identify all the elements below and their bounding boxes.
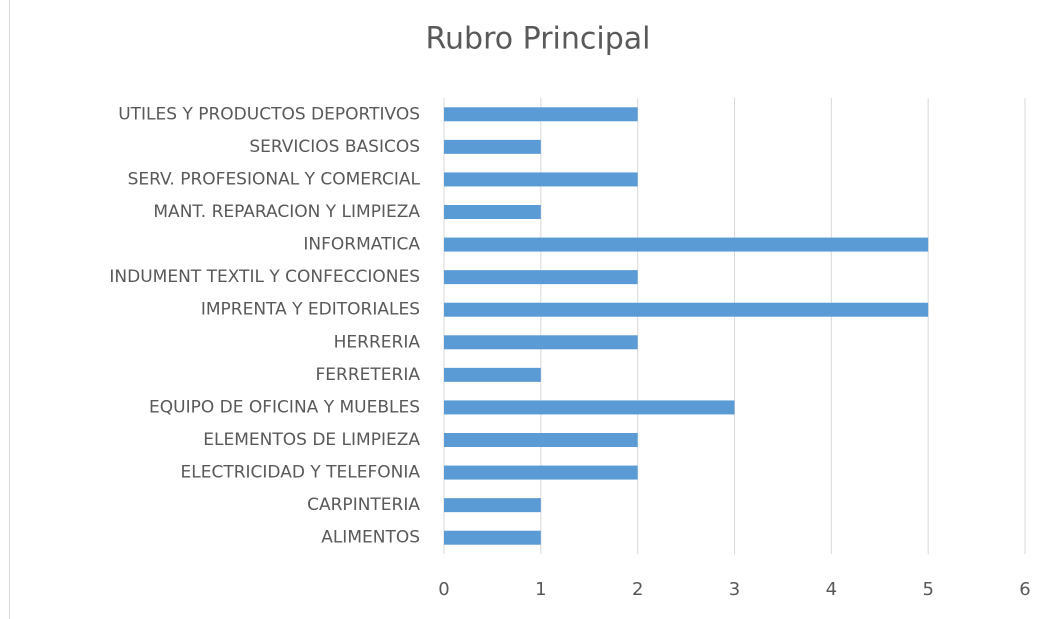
bar bbox=[444, 433, 638, 447]
chart-title: Rubro Principal bbox=[426, 22, 651, 57]
y-tick-label: EQUIPO DE OFICINA Y MUEBLES bbox=[149, 397, 420, 417]
x-tick-label: 6 bbox=[1019, 579, 1030, 600]
y-tick-label: ELECTRICIDAD Y TELEFONIA bbox=[181, 463, 421, 483]
bar bbox=[444, 270, 638, 285]
bar bbox=[444, 367, 541, 382]
x-tick-label: 5 bbox=[922, 579, 933, 600]
y-tick-label: INFORMATICA bbox=[303, 235, 420, 255]
bar bbox=[444, 498, 541, 513]
y-tick-label: ALIMENTOS bbox=[321, 528, 420, 548]
y-tick-label: CARPINTERIA bbox=[307, 495, 420, 515]
x-tick-label: 3 bbox=[729, 579, 740, 600]
y-tick-label: MANT. REPARACION Y LIMPIEZA bbox=[153, 202, 420, 222]
y-tick-label: UTILES Y PRODUCTOS DEPORTIVOS bbox=[118, 104, 420, 124]
bar bbox=[444, 302, 929, 317]
y-tick-label: IMPRENTA Y EDITORIALES bbox=[201, 300, 420, 320]
bar bbox=[444, 107, 638, 122]
y-tick-label: FERRETERIA bbox=[316, 365, 421, 385]
y-tick-label: SERVICIOS BASICOS bbox=[249, 137, 420, 157]
bar bbox=[444, 139, 541, 154]
x-tick-label: 4 bbox=[826, 579, 837, 600]
x-tick-label: 0 bbox=[438, 579, 449, 600]
bar bbox=[444, 465, 638, 480]
x-tick-label: 2 bbox=[632, 579, 643, 600]
y-tick-label: HERRERIA bbox=[334, 332, 421, 352]
bar bbox=[444, 400, 735, 415]
y-tick-label: SERV. PROFESIONAL Y COMERCIAL bbox=[128, 169, 421, 189]
x-tick-label: 1 bbox=[535, 579, 546, 600]
bar bbox=[444, 335, 638, 350]
y-tick-label: ELEMENTOS DE LIMPIEZA bbox=[203, 430, 420, 450]
y-tick-label: INDUMENT TEXTIL Y CONFECCIONES bbox=[109, 267, 420, 287]
bar bbox=[444, 205, 541, 219]
bar bbox=[444, 237, 929, 252]
bar bbox=[444, 530, 541, 545]
bar bbox=[444, 172, 638, 187]
